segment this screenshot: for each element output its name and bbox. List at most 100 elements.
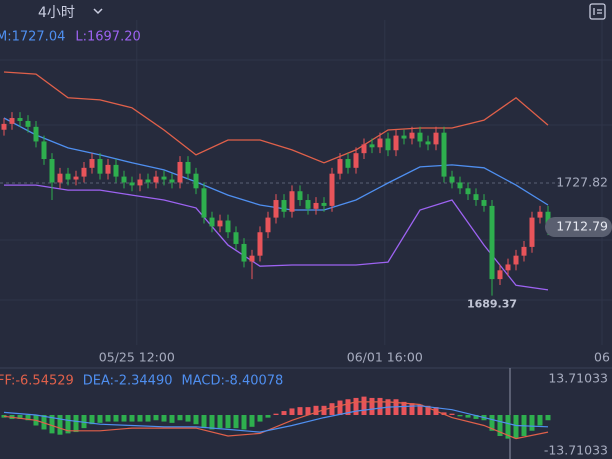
candle-body [321,202,327,206]
candle-body [105,164,111,174]
candle-body [201,188,207,218]
candle-body [361,144,367,154]
candle-body [65,173,71,180]
macd-bar [153,415,159,421]
candle-body [9,118,15,124]
candle-body [545,211,551,228]
macd-bar [465,415,471,418]
candle-body [417,132,423,142]
settings-icon[interactable] [589,3,606,20]
candle-body [257,232,263,256]
macd-bar [113,415,119,422]
candle-body [481,200,487,206]
candle-body [369,144,375,148]
candle-body [473,194,479,201]
candle-body [313,202,319,209]
candle-body [393,135,399,151]
candle-body [489,205,495,280]
candle-body [1,123,7,130]
macd-bar [121,415,127,422]
macd-bar [185,415,191,422]
macd-bar [417,404,423,415]
candle-body [81,167,87,177]
macd-bar [345,399,351,415]
candle-body [33,126,39,142]
macd-bar [473,415,479,419]
macd-bar [105,415,111,422]
candle-body [89,159,95,168]
macd-bar [513,415,519,439]
candle-body [457,182,463,189]
macd-bar [457,415,463,417]
candle-body [209,217,215,227]
candle-body [185,161,191,174]
macd-bar [353,397,359,415]
macd-bar [161,415,167,422]
macd-bar [25,415,31,421]
candle-body [537,211,543,218]
dropdown-arrow [93,8,103,15]
candle-body [153,176,159,183]
macd-bar [249,415,255,427]
low-annotation: 1689.37 [467,298,517,311]
macd-bar [489,415,495,431]
macd-bar [273,413,279,415]
macd-bar [305,407,311,415]
candle-body [521,246,527,256]
last-price: 1712.79 [556,219,608,234]
x-tick-label: 06/01 16:00 [347,350,423,365]
candle-body [385,138,391,151]
candle-body [345,159,351,168]
candle-body [217,220,223,227]
candle-body [433,132,439,145]
candle-body [177,161,183,183]
candle-body [449,176,455,183]
candle-body [73,176,79,180]
candle-body [129,182,135,186]
legend-label: M:1727.04 [0,30,65,45]
candle-body [505,264,511,271]
candle-body [441,132,447,177]
macd-bar [233,415,239,429]
candle-body [297,191,303,201]
icon-frame[interactable] [589,3,606,20]
x-tick-label: 06 [594,350,610,365]
candle-body [401,135,407,139]
candle-body [145,179,151,183]
macd-bar [529,415,535,431]
y-tick-label: -13.71033 [544,443,608,458]
interval-label[interactable]: 4小时 [38,5,75,21]
macd-bar [297,407,303,415]
candle-body [465,188,471,195]
macd-bar [209,415,215,430]
macd-line [3,405,549,433]
candle-body [17,118,23,121]
legend-label: MACD:-8.40078 [182,374,284,389]
candle-body [273,200,279,218]
candle-body [121,176,127,183]
macd-bar [65,415,71,434]
candle-body [337,159,343,174]
macd-bar [17,415,23,419]
macd-bar [369,397,375,415]
macd-bar [169,415,175,423]
candle-body [329,173,335,206]
macd-bar [545,415,551,421]
macd-bar [537,415,543,426]
candle-body [97,159,103,174]
candle-body [169,179,175,183]
macd-bar [257,415,263,422]
candle-body [249,255,255,262]
interval-selector[interactable]: 4小时 [38,5,103,21]
candle-body [25,120,31,127]
x-tick-label: 05/25 12:00 [99,350,175,365]
macd-bar [81,415,87,429]
macd-bar [241,415,247,430]
candle-body [289,191,295,212]
y-tick-label: 13.71033 [548,371,608,386]
macd-bar [129,415,135,422]
icon-lines [593,8,602,15]
macd-bar [329,403,335,415]
